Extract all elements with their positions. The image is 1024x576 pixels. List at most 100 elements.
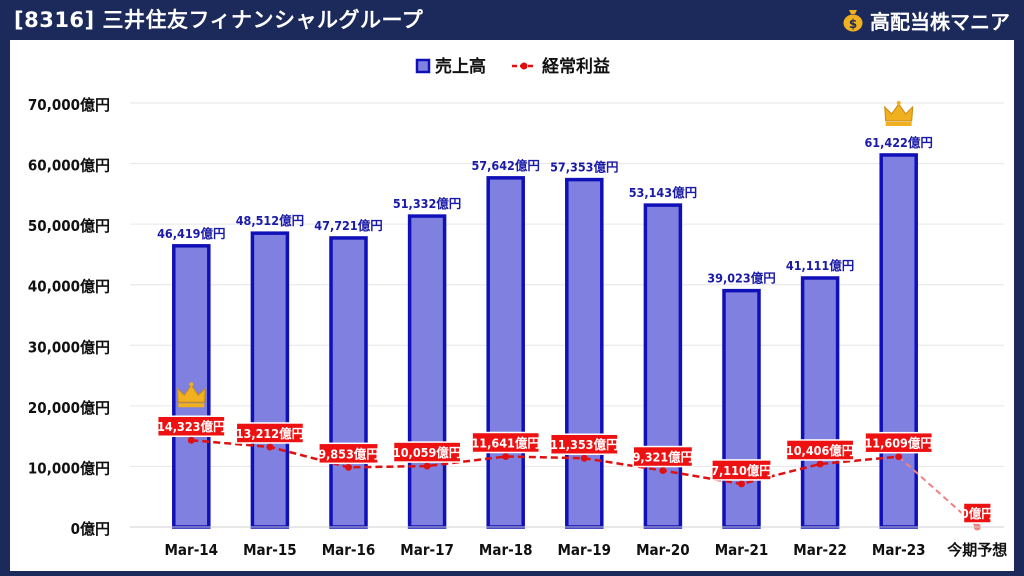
x-tick-label: Mar-18 bbox=[479, 541, 533, 559]
bar bbox=[879, 153, 918, 529]
crowns bbox=[176, 100, 914, 408]
y-tick-label: 50,000億円 bbox=[28, 217, 110, 235]
line-value-badge bbox=[156, 415, 226, 437]
line-value-badge bbox=[632, 445, 694, 468]
line-value-badge bbox=[711, 459, 772, 481]
y-tick-label: 60,000億円 bbox=[28, 157, 110, 175]
bar bbox=[486, 176, 525, 529]
bar-labels: 46,419億円 48,512億円 47,721億円 51,332億円 57,642億円… bbox=[157, 135, 933, 286]
page-title: [8316] 三井住友フィナンシャルグループ bbox=[14, 8, 424, 32]
y-tick-label: 70,000億円 bbox=[28, 96, 110, 114]
line-value-badge bbox=[864, 431, 934, 454]
bar-value-label: 53,143億円 bbox=[629, 185, 697, 200]
crown-base bbox=[178, 403, 205, 408]
y-tick-label: 10,000億円 bbox=[28, 459, 110, 477]
x-tick-label: Mar-22 bbox=[793, 541, 847, 559]
line-point bbox=[345, 463, 352, 471]
line-value-label: 11,609億円 bbox=[864, 436, 932, 451]
x-axis: Mar-14 Mar-15 Mar-16 Mar-17 Mar-18 Mar-19 Mar-… bbox=[130, 526, 1007, 559]
legend-swatch-bar bbox=[415, 58, 431, 74]
x-tick-label: Mar-20 bbox=[636, 541, 690, 559]
x-tick-label: Mar-16 bbox=[322, 541, 376, 559]
line-value-label: 13,212億円 bbox=[236, 426, 304, 441]
line-value-badge bbox=[962, 502, 992, 524]
y-tick-label: 0億円 bbox=[71, 520, 110, 538]
bar bbox=[250, 231, 290, 529]
forecast-line-path bbox=[898, 455, 978, 528]
line-point bbox=[423, 462, 431, 470]
line-series bbox=[187, 436, 981, 531]
bar-value-label: 46,419億円 bbox=[157, 226, 225, 241]
chart-svg: 0億円 10,000億円 20,000億円 30,000億円 40,000億円 50,00… bbox=[28, 56, 1007, 559]
bar bbox=[800, 276, 840, 529]
line-value-label: 9,853億円 bbox=[318, 446, 379, 461]
line-labels: 14,323億円 13,212億円 9,853億円 10,059億円 11,641億円 1… bbox=[156, 415, 994, 524]
bar-value-label: 47,721億円 bbox=[314, 218, 382, 233]
bars bbox=[172, 153, 918, 529]
legend-label: 経常利益 bbox=[542, 56, 610, 77]
bar bbox=[407, 214, 447, 529]
line-point bbox=[187, 436, 195, 444]
svg-text:$: $ bbox=[849, 17, 857, 31]
line-value-badge bbox=[235, 422, 305, 444]
y-axis: 0億円 10,000億円 20,000億円 30,000億円 40,000億円 50,00… bbox=[28, 96, 110, 538]
crown-shape bbox=[176, 384, 206, 403]
bar-value-label: 61,422億円 bbox=[864, 135, 932, 150]
line-value-label: 9,321億円 bbox=[633, 450, 694, 465]
crown-shape bbox=[884, 103, 914, 122]
line-value-badge bbox=[549, 433, 619, 455]
bar-value-label: 57,642億円 bbox=[471, 158, 539, 173]
y-tick-label: 40,000億円 bbox=[28, 278, 110, 296]
chart-panel: 0億円 10,000億円 20,000億円 30,000億円 40,000億円 50,00… bbox=[10, 40, 1014, 571]
bar bbox=[643, 203, 683, 529]
crown-jewel bbox=[896, 100, 901, 105]
line-value-badge bbox=[785, 439, 855, 461]
line-value-badge bbox=[471, 431, 541, 454]
crown-jewel bbox=[189, 382, 194, 387]
bar-value-label: 39,023億円 bbox=[707, 271, 775, 286]
line-value-label: 10,406億円 bbox=[786, 443, 854, 458]
x-tick-label: Mar-17 bbox=[400, 541, 454, 559]
line-value-label: 11,641億円 bbox=[471, 435, 539, 450]
line-value-label: 11,353億円 bbox=[550, 437, 618, 452]
line-value-badge bbox=[392, 441, 462, 463]
line-point bbox=[738, 480, 745, 488]
x-tick-label: 今期予想 bbox=[946, 541, 1007, 559]
line-point bbox=[502, 452, 510, 460]
line-path bbox=[191, 438, 899, 486]
line-point bbox=[816, 460, 824, 468]
bar-value-label: 48,512億円 bbox=[236, 213, 304, 228]
crown-icon bbox=[176, 382, 206, 408]
line-value-label: 14,323億円 bbox=[157, 419, 225, 434]
crown-base bbox=[885, 121, 912, 126]
y-tick-label: 20,000億円 bbox=[28, 399, 110, 417]
brand-logo: $ 高配当株マニア bbox=[842, 4, 1010, 36]
line-point bbox=[659, 467, 667, 475]
x-tick-label: Mar-21 bbox=[715, 541, 769, 559]
crown-icon bbox=[884, 100, 914, 126]
brand-name: 高配当株マニア bbox=[870, 9, 1010, 34]
bar bbox=[329, 236, 368, 529]
line-point bbox=[580, 454, 588, 462]
bar bbox=[565, 177, 604, 529]
money-bag-icon: $ bbox=[843, 10, 863, 32]
y-tick-label: 30,000億円 bbox=[28, 338, 110, 356]
bar-value-label: 51,332億円 bbox=[393, 196, 461, 211]
x-tick-label: Mar-14 bbox=[165, 541, 219, 559]
line-point bbox=[895, 453, 903, 461]
bar-value-label: 41,111億円 bbox=[786, 258, 854, 273]
legend: 売上高 経常利益 bbox=[415, 56, 610, 77]
x-tick-label: Mar-15 bbox=[243, 541, 297, 559]
x-tick-label: Mar-19 bbox=[558, 541, 612, 559]
line-value-badge bbox=[318, 442, 379, 465]
x-tick-label: Mar-23 bbox=[872, 541, 926, 559]
bar bbox=[722, 288, 761, 529]
line-value-label: 7,110億円 bbox=[711, 463, 772, 478]
line-value-label: 10,059億円 bbox=[393, 445, 461, 460]
line-value-label: 0億円 bbox=[961, 506, 994, 521]
bar-value-label: 57,353億円 bbox=[550, 160, 618, 175]
line-point bbox=[266, 443, 274, 451]
legend-swatch-dot bbox=[520, 62, 528, 70]
legend-label: 売上高 bbox=[435, 56, 486, 77]
